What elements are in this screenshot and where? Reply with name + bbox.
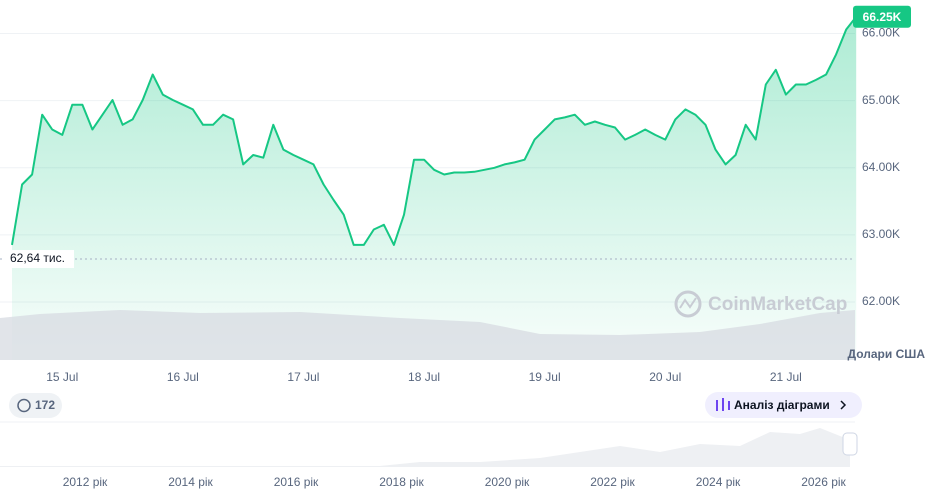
y-tick-label: 64.00K — [862, 160, 900, 174]
navigator-label: 2016 рік — [274, 475, 319, 489]
plot — [11, 16, 857, 361]
x-tick-label: 21 Jul — [770, 370, 802, 384]
x-tick-label: 20 Jul — [649, 370, 681, 384]
analysis-label[interactable]: Аналіз діаграми — [734, 398, 830, 412]
y-tick-label: 63.00K — [862, 227, 900, 241]
chevron — [840, 400, 847, 410]
volume-area — [0, 310, 855, 360]
reference-label-bg — [4, 250, 74, 269]
navigator-label: 2024 рік — [696, 475, 741, 489]
x-tick-label: 19 Jul — [529, 370, 561, 384]
navigator-label: 2014 рік — [168, 475, 213, 489]
x-tick-label: 15 Jul — [46, 370, 78, 384]
navigator-area — [0, 428, 850, 467]
analysis-pill[interactable] — [705, 392, 862, 418]
y-tick-label: 66.00K — [862, 26, 900, 40]
navigator-labels: 2012 рік 2014 рік 2016 рік 2018 рік 2020 рік… — [63, 475, 847, 489]
watermark-logo — [674, 290, 702, 318]
y-axis-label: Долари США — [848, 347, 926, 361]
x-tick-label: 16 Jul — [167, 370, 199, 384]
navigator-label: 2022 рік — [590, 475, 635, 489]
x-tick-label: 17 Jul — [287, 370, 319, 384]
navigator-label: 2026 рік — [801, 475, 846, 489]
history-count[interactable]: 172 — [35, 398, 55, 412]
reference-label: 62,64 тис. — [10, 251, 65, 265]
area — [12, 16, 857, 361]
navigator-label: 2018 рік — [379, 475, 424, 489]
last-price-badge — [853, 5, 911, 28]
price-line — [11, 16, 857, 246]
x-tick-label: 18 Jul — [408, 370, 440, 384]
y-tick-label: 65.00K — [862, 93, 900, 107]
navigator: 2012 рік 2014 рік 2016 рік 2018 рік 2020 рік… — [0, 421, 858, 489]
analysis-icon — [716, 398, 730, 411]
navigator-handle[interactable] — [842, 432, 858, 456]
navigator-label: 2012 рік — [63, 475, 108, 489]
history-button[interactable]: 172 — [9, 393, 62, 418]
watermark: CoinMarketCap — [708, 294, 847, 315]
y-tick-label: 62.00K — [862, 294, 900, 308]
navigator-label: 2020 рік — [485, 475, 530, 489]
last-price-label: 66.25K — [863, 10, 902, 24]
analysis-button[interactable]: Аналіз діаграми — [705, 392, 862, 418]
history-icon — [17, 398, 31, 413]
